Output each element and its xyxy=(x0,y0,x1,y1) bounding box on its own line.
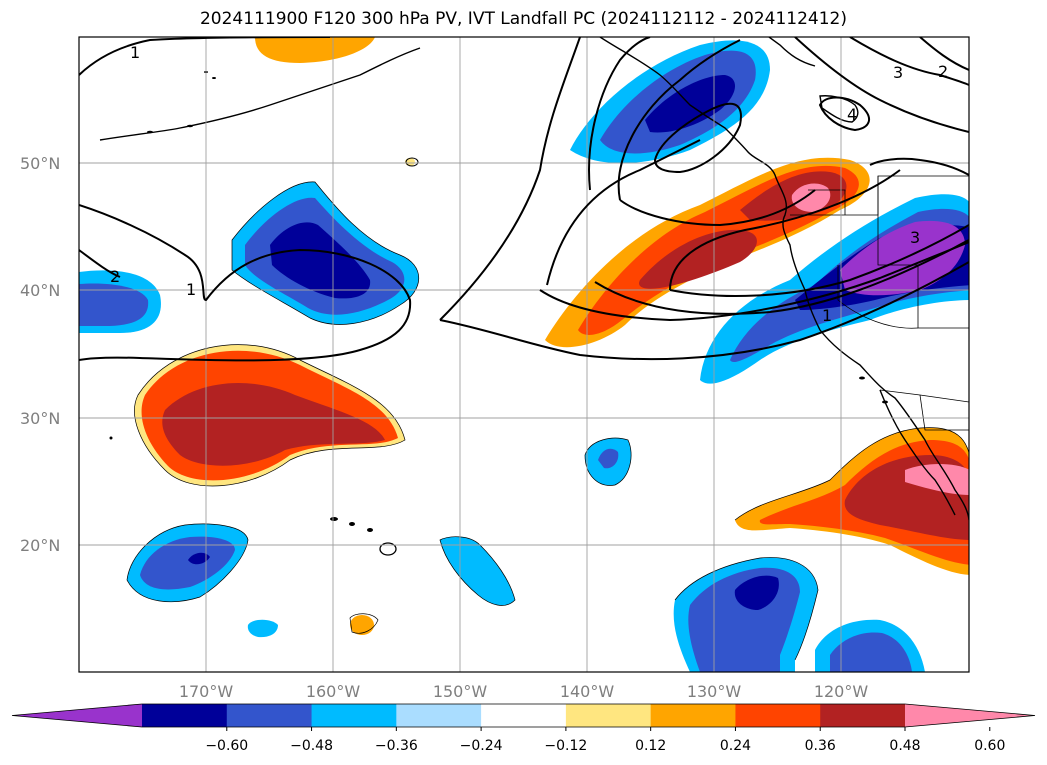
colorbar-tick-label: −0.12 xyxy=(544,738,587,754)
negative-anomaly-shading xyxy=(79,40,969,672)
lat-label: 20°N xyxy=(20,536,60,555)
colorbar-tick-label: −0.24 xyxy=(460,738,503,754)
colorbar-tick-label: −0.36 xyxy=(375,738,418,754)
lon-label: 140°W xyxy=(560,682,615,701)
contour-label: 4 xyxy=(847,105,857,124)
pv-contour-labels: 1 1 2 2 3 3 4 1 xyxy=(110,43,948,325)
positive-anomaly-shading xyxy=(134,37,969,635)
colorbar-extend-low xyxy=(12,704,142,727)
contour-label: 1 xyxy=(822,306,832,325)
colorbar-tick-label: −0.60 xyxy=(205,738,248,754)
contour-label: 3 xyxy=(910,228,920,247)
colorbar-tick-label: 0.36 xyxy=(805,738,836,754)
map-frame xyxy=(78,36,970,673)
colorbar-segment xyxy=(311,704,397,727)
pv-contours xyxy=(79,37,969,362)
colorbar-tick-label: −0.48 xyxy=(290,738,333,754)
colorbar-tick-label: 0.48 xyxy=(889,738,920,754)
lon-label: 130°W xyxy=(687,682,742,701)
colorbar: −0.60 −0.48 −0.36 −0.24 −0.12 0.12 0.24 0.36 0.4… xyxy=(11,703,1036,754)
contour-label: 2 xyxy=(938,62,948,81)
lon-label: 120°W xyxy=(814,682,869,701)
colorbar-segment xyxy=(565,704,652,727)
contour-label: 3 xyxy=(893,63,903,82)
colorbar-segment xyxy=(396,704,482,727)
lat-label: 50°N xyxy=(20,154,60,173)
colorbar-tick-label: 0.24 xyxy=(720,738,751,754)
colorbar-segment xyxy=(142,704,228,727)
colorbar-outline xyxy=(11,703,1036,728)
colorbar-segment xyxy=(735,704,821,727)
map-title: 2024111900 F120 300 hPa PV, IVT Landfall… xyxy=(199,9,847,29)
lat-label: 40°N xyxy=(20,281,60,300)
map-plot-area: 1 1 2 2 3 3 4 1 xyxy=(79,37,969,672)
contour-label: 1 xyxy=(130,43,140,62)
colorbar-tick-label: 0.12 xyxy=(635,738,666,754)
contour-label: 2 xyxy=(110,267,120,286)
islands xyxy=(109,71,888,556)
graticule xyxy=(79,37,969,672)
latitude-labels: 50°N 40°N 30°N 20°N xyxy=(20,154,60,555)
coastlines xyxy=(99,37,969,521)
lon-label: 160°W xyxy=(306,682,361,701)
colorbar-segment xyxy=(226,704,313,727)
lon-label: 150°W xyxy=(433,682,488,701)
anomaly-outlines xyxy=(126,181,969,661)
colorbar-segment xyxy=(820,704,906,727)
longitude-labels: 170°W 160°W 150°W 140°W 130°W 120°W xyxy=(179,682,869,701)
colorbar-segment xyxy=(481,704,567,727)
lat-label: 30°N xyxy=(20,409,60,428)
contour-label: 1 xyxy=(186,280,196,299)
lon-label: 170°W xyxy=(179,682,234,701)
colorbar-extend-high xyxy=(905,704,1035,727)
colorbar-tick-label: 0.60 xyxy=(974,738,1005,754)
colorbar-segment xyxy=(650,704,736,727)
